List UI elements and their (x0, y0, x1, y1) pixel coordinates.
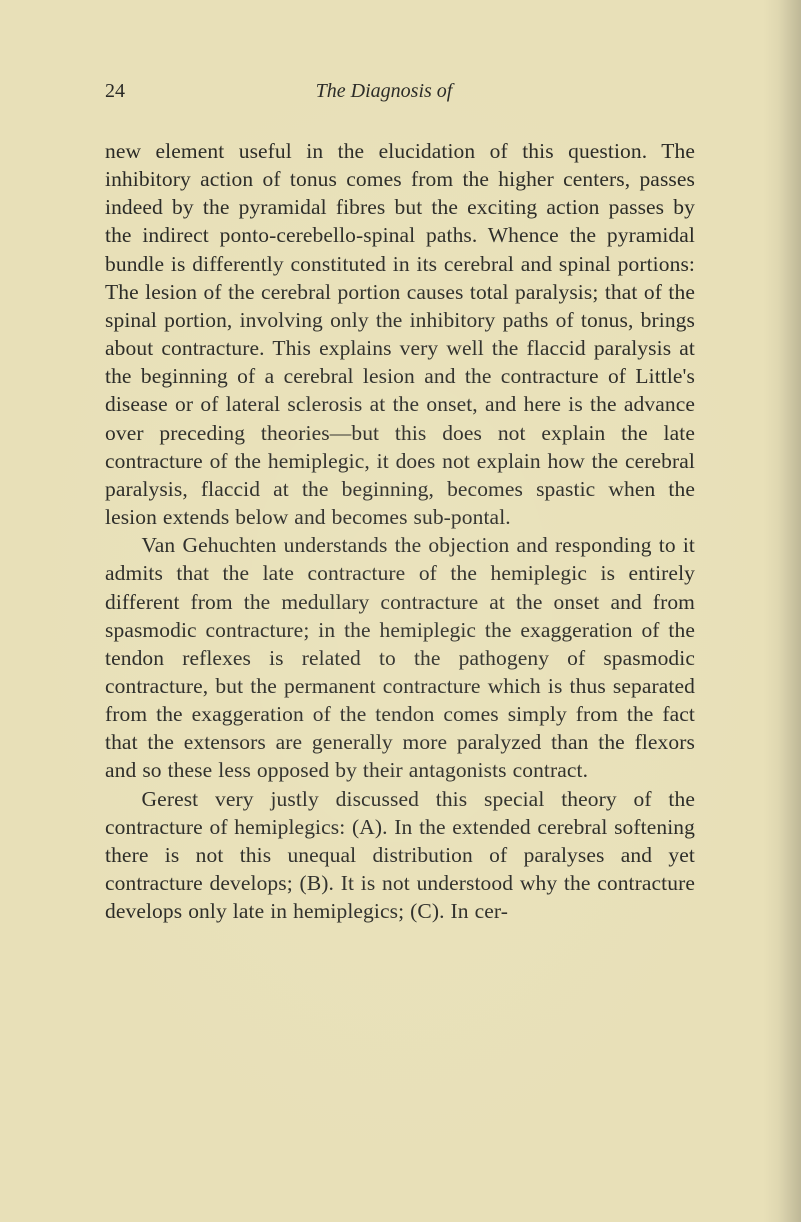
page-number: 24 (105, 80, 125, 103)
body-text: new element useful in the elucidation of… (105, 137, 695, 925)
paragraph: Gerest very justly discussed this specia… (105, 785, 695, 926)
running-title: The Diagnosis of (125, 80, 695, 103)
paragraph: new element useful in the elucidation of… (105, 137, 695, 531)
book-page: 24 The Diagnosis of new element useful i… (0, 0, 801, 1222)
page-header: 24 The Diagnosis of (105, 80, 695, 103)
paragraph: Van Gehuchten understands the objection … (105, 531, 695, 784)
